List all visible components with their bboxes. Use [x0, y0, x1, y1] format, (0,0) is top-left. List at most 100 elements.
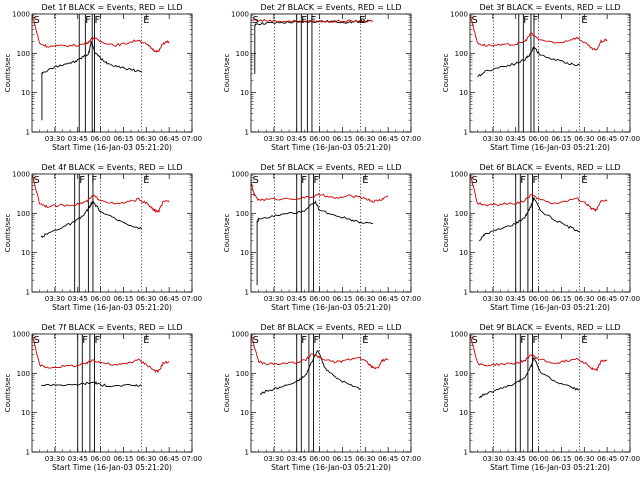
x-axis-label: Start Time (16-Jan-03 05:21:20) — [271, 303, 391, 312]
interval-marker-f: F — [79, 175, 85, 186]
interval-marker-e: E — [581, 175, 587, 186]
x-tick-label: 03:30 — [45, 295, 65, 303]
x-tick-label: 03:45 — [68, 295, 88, 303]
events-series-line — [477, 45, 580, 78]
x-tick-label: 03:45 — [287, 455, 307, 463]
interval-marker-e: E — [359, 15, 365, 26]
y-tick-label: 1 — [464, 449, 468, 457]
lld-series-line — [469, 173, 608, 213]
lld-series-line — [250, 182, 389, 203]
interval-marker-s: S — [253, 335, 259, 346]
x-tick-label: 06:45 — [159, 455, 179, 463]
interval-marker-s: S — [472, 15, 478, 26]
y-tick-label: 10 — [459, 249, 468, 257]
x-tick-label: 06:30 — [574, 295, 594, 303]
x-tick-label: 07:00 — [182, 295, 202, 303]
x-tick-label: 06:30 — [355, 135, 375, 143]
y-tick-label: 1000 — [231, 331, 249, 339]
y-tick-label: 1000 — [450, 11, 468, 19]
x-tick-label: 06:30 — [136, 455, 156, 463]
x-tick-label: 06:15 — [332, 455, 352, 463]
panel-det-8: Det 8f BLACK = Events, RED = LLD Counts/s… — [223, 323, 421, 472]
interval-marker-s: S — [34, 175, 40, 186]
plot-frame — [469, 13, 631, 133]
panel-det-7: Det 7f BLACK = Events, RED = LLD Counts/s… — [4, 323, 202, 472]
interval-marker-f: F — [532, 15, 538, 26]
panel-title: Det 7f BLACK = Events, RED = LLD — [41, 323, 182, 332]
x-tick-label: 03:30 — [264, 135, 284, 143]
x-tick-label: 06:00 — [90, 135, 110, 143]
interval-marker-s: S — [34, 15, 40, 26]
panel-title: Det 1f BLACK = Events, RED = LLD — [41, 3, 182, 12]
panel-title: Det 8f BLACK = Events, RED = LLD — [260, 323, 401, 332]
x-tick-label: 06:15 — [551, 295, 571, 303]
y-tick-label: 10 — [240, 89, 249, 97]
x-tick-label: 06:30 — [355, 455, 375, 463]
x-tick-label: 06:00 — [90, 295, 110, 303]
interval-marker-f: F — [532, 335, 538, 346]
plot-frame — [250, 13, 412, 133]
lld-series-line — [469, 13, 608, 51]
x-tick-label: 06:30 — [574, 135, 594, 143]
interval-marker-e: E — [143, 335, 149, 346]
x-tick-label: 06:45 — [597, 455, 617, 463]
x-tick-label: 03:45 — [68, 135, 88, 143]
plot-frame — [31, 173, 193, 293]
x-tick-label: 07:00 — [401, 455, 421, 463]
y-tick-label: 1000 — [12, 171, 30, 179]
panel-title: Det 4f BLACK = Events, RED = LLD — [41, 163, 182, 172]
x-tick-label: 07:00 — [620, 455, 640, 463]
y-tick-label: 1000 — [12, 11, 30, 19]
x-tick-label: 03:45 — [506, 135, 526, 143]
y-tick-label: 1 — [26, 129, 30, 137]
panel-det-3: Det 3f BLACK = Events, RED = LLD Counts/s… — [442, 3, 640, 152]
y-axis-label: Counts/sec — [223, 374, 231, 413]
lld-series-line — [250, 333, 389, 370]
x-tick-label: 06:45 — [597, 135, 617, 143]
interval-marker-f: F — [301, 335, 307, 346]
y-tick-label: 10 — [21, 409, 30, 417]
y-tick-label: 100 — [455, 370, 468, 378]
y-axis-label: Counts/sec — [223, 214, 231, 253]
lld-series-line — [31, 173, 170, 213]
x-tick-label: 06:30 — [574, 455, 594, 463]
y-tick-label: 1 — [26, 449, 30, 457]
x-tick-label: 03:30 — [483, 135, 503, 143]
x-axis-label: Start Time (16-Jan-03 05:21:20) — [271, 143, 391, 152]
x-tick-label: 06:30 — [136, 135, 156, 143]
interval-marker-s: S — [253, 175, 259, 186]
interval-marker-f: F — [520, 335, 526, 346]
events-series-line — [254, 19, 371, 74]
y-axis-label: Counts/sec — [442, 214, 450, 253]
x-tick-label: 03:30 — [483, 455, 503, 463]
events-series-line — [41, 40, 142, 121]
x-tick-label: 06:00 — [528, 295, 548, 303]
interval-marker-f: F — [523, 15, 529, 26]
interval-marker-f: F — [301, 175, 307, 186]
x-axis-label: Start Time (16-Jan-03 05:21:20) — [490, 463, 610, 472]
panel-title: Det 2f BLACK = Events, RED = LLD — [260, 3, 401, 12]
x-tick-label: 03:30 — [45, 455, 65, 463]
x-tick-label: 06:15 — [113, 135, 133, 143]
interval-marker-s: S — [472, 175, 478, 186]
x-tick-label: 06:00 — [309, 295, 329, 303]
y-tick-label: 100 — [17, 370, 30, 378]
plot-frame — [469, 173, 631, 293]
plot-frame — [469, 333, 631, 453]
events-series-line — [478, 357, 580, 399]
y-tick-label: 100 — [236, 50, 249, 58]
x-tick-label: 06:15 — [551, 455, 571, 463]
x-tick-label: 03:45 — [506, 455, 526, 463]
y-tick-label: 100 — [236, 370, 249, 378]
x-tick-label: 03:30 — [483, 295, 503, 303]
plot-frame — [31, 13, 193, 133]
events-series-line — [256, 200, 373, 286]
plot-frame — [31, 333, 193, 453]
interval-marker-f: F — [532, 175, 538, 186]
x-tick-label: 06:45 — [159, 295, 179, 303]
x-tick-label: 03:45 — [287, 135, 307, 143]
plot-frame — [250, 173, 412, 293]
lld-series-line — [31, 13, 170, 53]
interval-marker-f: F — [85, 15, 91, 26]
